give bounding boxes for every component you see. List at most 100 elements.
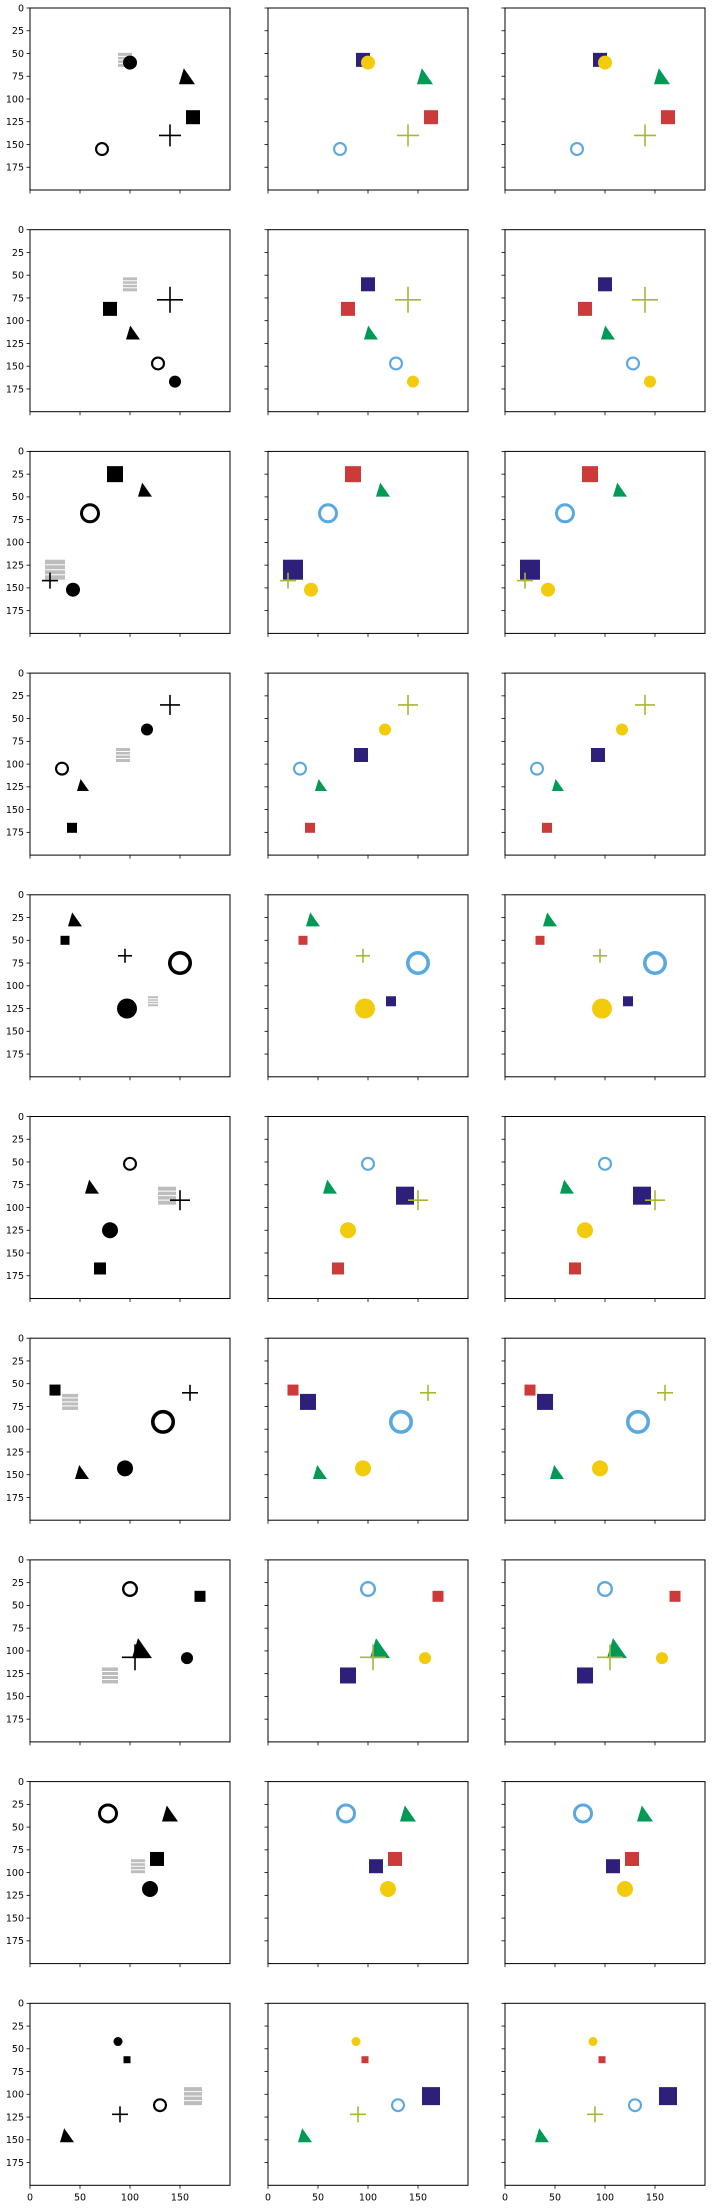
y-tick-label: 0	[18, 668, 24, 679]
y-tick-label: 75	[12, 293, 24, 304]
triangle-marker	[315, 779, 327, 792]
square-marker	[577, 1667, 593, 1684]
square-marker	[369, 1859, 383, 1874]
subplot-r4-c2	[501, 894, 706, 1081]
circle-marker	[123, 55, 137, 70]
triangle-marker	[75, 1464, 89, 1479]
triangle-marker	[543, 912, 557, 927]
subplot-r1-c1	[264, 229, 469, 416]
ring-marker	[332, 142, 347, 157]
subplot-r7-c0: 0 25 50 75 100 125 150 175	[6, 1555, 231, 1746]
y-tick-label: 50	[12, 936, 24, 947]
y-tick-label: 100	[6, 981, 24, 992]
square-marker	[598, 277, 612, 292]
ring-marker	[360, 1581, 377, 1598]
y-tick-label: 25	[12, 469, 24, 480]
ring-marker	[98, 1803, 118, 1824]
subplot-r9-c0: 0 25 50 75 100 125 150 175 0 50 100 150	[6, 1999, 231, 2203]
y-tick-label: 100	[6, 316, 24, 327]
triangle-marker	[613, 482, 627, 497]
ring-marker	[573, 1803, 593, 1824]
subplot-r8-c2	[501, 1781, 706, 1968]
y-tick-label: 0	[18, 1999, 24, 2010]
y-tick-label: 100	[6, 94, 24, 105]
subplot-r4-c0: 0 25 50 75 100 125 150 175	[6, 890, 231, 1081]
subplot-r5-c0: 0 25 50 75 100 125 150 175	[6, 1112, 231, 1302]
y-tick-label: 175	[6, 1714, 24, 1725]
y-tick-label: 150	[6, 362, 24, 373]
ring-marker	[336, 1803, 356, 1824]
y-tick-label: 175	[6, 384, 24, 395]
circle-marker	[355, 1460, 371, 1477]
x-tick-label: 50	[74, 2192, 86, 2203]
subplot-r2-c1	[264, 450, 469, 637]
y-tick-label: 50	[12, 49, 24, 60]
y-tick-label: 0	[18, 1334, 24, 1345]
circle-marker	[380, 1880, 396, 1897]
circle-marker	[407, 375, 419, 388]
circle-marker	[541, 582, 555, 597]
y-tick-label: 125	[6, 339, 24, 350]
triangle-marker	[364, 325, 378, 340]
plot-area	[504, 1781, 706, 1965]
ring-marker	[360, 1156, 375, 1171]
triangle-marker	[313, 1464, 327, 1479]
subplot-r6-c1	[264, 1337, 469, 1524]
subplot-r4-c1	[264, 894, 469, 1081]
plot-area	[267, 672, 469, 856]
plot-area	[29, 894, 231, 1078]
small-square-marker	[150, 1851, 164, 1866]
x-tick-label: 0	[27, 2192, 33, 2203]
triangle-marker	[179, 68, 195, 85]
circle-marker	[102, 1222, 118, 1239]
y-tick-label: 100	[6, 1646, 24, 1657]
square-marker	[633, 1186, 651, 1205]
y-tick-label: 50	[12, 1822, 24, 1833]
y-tick-label: 50	[12, 714, 24, 725]
y-tick-label: 75	[12, 1845, 24, 1856]
ring-marker	[151, 356, 166, 371]
circle-marker	[419, 1652, 431, 1665]
circle-marker	[340, 1222, 356, 1239]
small-square-marker	[542, 822, 552, 833]
y-tick-label: 25	[12, 913, 24, 924]
y-tick-label: 25	[12, 691, 24, 702]
y-tick-label: 0	[18, 3, 24, 14]
triangle-marker	[126, 325, 140, 340]
square-marker	[386, 996, 396, 1007]
circle-marker	[616, 723, 628, 736]
plot-area	[29, 1781, 231, 1965]
y-tick-label: 150	[6, 1248, 24, 1259]
plot-area	[267, 894, 469, 1078]
ring-marker	[54, 761, 69, 776]
x-tick-label: 0	[265, 2192, 271, 2203]
y-tick-label: 150	[6, 1692, 24, 1703]
y-tick-label: 175	[6, 1493, 24, 1504]
subplot-r3-c2	[501, 672, 706, 859]
y-tick-label: 125	[6, 1669, 24, 1680]
ring-marker	[597, 1581, 614, 1598]
ring-marker	[529, 761, 544, 776]
subplot-r5-c1	[264, 1116, 469, 1302]
triangle-marker	[560, 1179, 574, 1194]
subplot-r7-c1	[264, 1559, 469, 1746]
square-marker	[537, 1393, 553, 1410]
plot-area	[504, 672, 706, 856]
x-tick-label: 100	[359, 2192, 377, 2203]
triangle-marker	[552, 779, 564, 792]
circle-marker	[169, 375, 181, 388]
triangle-marker	[550, 1464, 564, 1479]
y-tick-label: 0	[18, 225, 24, 236]
y-tick-label: 50	[12, 1601, 24, 1612]
subplot-r1-c0: 0 25 50 75 100 125 150 175	[6, 225, 231, 416]
circle-marker	[113, 2037, 123, 2047]
small-square-marker	[67, 822, 77, 833]
y-tick-label: 100	[6, 2090, 24, 2101]
plot-area	[504, 1559, 706, 1743]
ring-marker	[292, 761, 307, 776]
y-tick-label: 75	[12, 515, 24, 526]
triangle-marker	[132, 1638, 152, 1659]
ring-marker	[123, 1156, 138, 1171]
square-marker	[591, 748, 605, 762]
y-tick-label: 125	[6, 782, 24, 793]
